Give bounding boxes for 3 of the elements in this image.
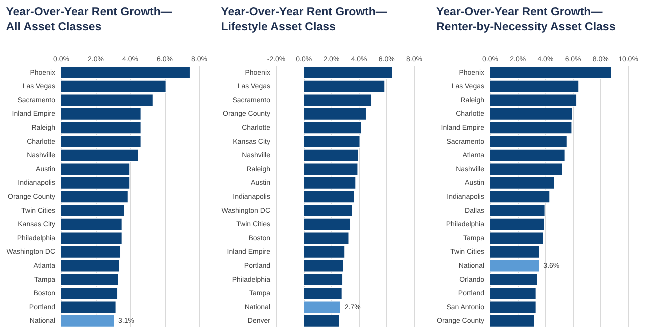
chart-title: Year-Over-Year Rent Growth—Lifestyle Asset Class	[221, 6, 388, 34]
chart-title: Year-Over-Year Rent Growth—All Asset Classes	[6, 6, 173, 34]
chart-title: Year-Over-Year Rent Growth—Renter-by-Necessity Asset Class	[436, 6, 616, 34]
